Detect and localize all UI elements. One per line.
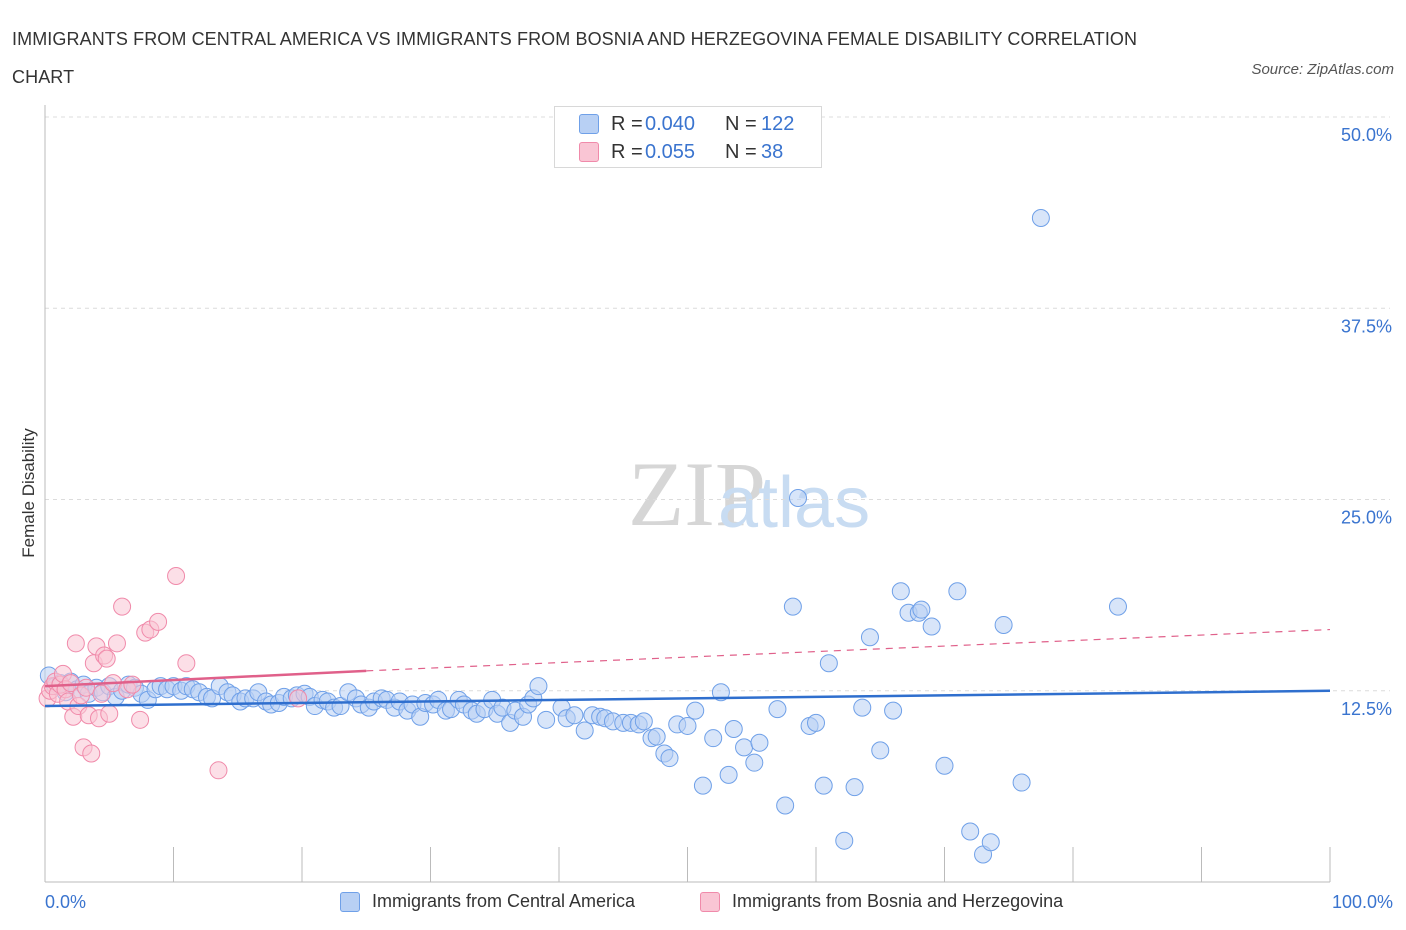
point-central-america <box>835 831 854 850</box>
point-central-america <box>1108 597 1127 616</box>
point-bosnia <box>92 684 111 703</box>
point-central-america <box>860 628 879 647</box>
point-central-america <box>948 582 967 601</box>
data-points <box>38 208 1127 864</box>
point-bosnia <box>82 744 101 763</box>
stats-legend: R = 0.040 N = 122 R = 0.055 N = 38 <box>554 106 822 168</box>
point-bosnia <box>77 678 96 697</box>
point-central-america <box>994 615 1013 634</box>
point-central-america <box>884 701 903 720</box>
point-central-america <box>745 753 764 772</box>
point-central-america <box>750 733 769 752</box>
point-central-america <box>686 701 705 720</box>
legend-r-label: R = <box>611 112 643 135</box>
legend-label-bosnia: Immigrants from Bosnia and Herzegovina <box>732 891 1064 911</box>
point-central-america <box>724 720 743 738</box>
point-bosnia <box>167 567 186 585</box>
point-bosnia <box>123 675 142 694</box>
legend-n-value: 122 <box>761 112 795 135</box>
y-tick-label: 12.5% <box>1341 699 1392 719</box>
point-central-america <box>565 706 584 725</box>
trend-lines <box>44 628 1331 708</box>
point-central-america <box>814 776 833 795</box>
point-central-america <box>660 749 679 768</box>
legend-row-central-america: R = 0.040 N = 122 <box>579 112 794 136</box>
point-central-america <box>735 738 754 757</box>
trend-line-bosnia <box>44 669 367 688</box>
point-central-america <box>776 796 795 815</box>
point-bosnia <box>100 704 119 723</box>
point-central-america <box>807 713 825 732</box>
point-central-america <box>871 741 890 760</box>
legend-swatch-blue <box>579 114 599 134</box>
point-central-america <box>537 710 556 729</box>
point-central-america <box>1012 773 1031 792</box>
legend-item-central-america[interactable]: Immigrants from Central America <box>340 891 635 912</box>
point-central-america <box>704 729 723 748</box>
trend-line-central-america <box>44 689 1331 708</box>
point-central-america <box>891 582 910 601</box>
point-bosnia <box>209 761 228 780</box>
legend-r-label: R = <box>611 140 643 163</box>
point-central-america <box>789 488 808 507</box>
x-tick-label: 100.0% <box>1332 892 1393 912</box>
gridlines <box>45 116 1390 692</box>
legend-swatch-pink <box>579 142 599 162</box>
point-central-america <box>719 765 738 784</box>
point-central-america <box>853 698 872 717</box>
point-central-america <box>1031 208 1050 227</box>
watermark-zip: ZIP <box>628 443 766 545</box>
legend-r-value: 0.055 <box>645 140 696 163</box>
legend-swatch-blue <box>340 891 360 912</box>
y-tick-label: 50.0% <box>1341 125 1392 145</box>
legend-item-bosnia[interactable]: Immigrants from Bosnia and Herzegovina <box>700 891 1063 912</box>
legend-r-value: 0.040 <box>645 112 696 135</box>
point-bosnia <box>66 634 85 653</box>
point-central-america <box>678 716 697 735</box>
legend-row-bosnia: R = 0.055 N = 38 <box>579 140 783 164</box>
point-central-america <box>912 600 931 619</box>
point-central-america <box>845 778 864 797</box>
point-central-america <box>768 700 787 719</box>
point-central-america <box>819 654 838 673</box>
y-tick-label: 37.5% <box>1341 316 1392 336</box>
y-axis-label: Female Disability <box>19 428 38 558</box>
y-tick-label: 25.0% <box>1341 508 1392 528</box>
point-bosnia <box>177 654 196 673</box>
legend-n-label: N = <box>725 112 757 135</box>
point-central-america <box>693 776 712 795</box>
point-bosnia <box>149 612 168 631</box>
point-bosnia <box>131 710 150 729</box>
point-bosnia <box>107 634 126 653</box>
point-central-america <box>922 617 941 636</box>
series-legend: Immigrants from Central America Immigran… <box>0 888 1406 918</box>
legend-label-central-america: Immigrants from Central America <box>372 891 636 911</box>
x-tick-label: 0.0% <box>45 892 86 912</box>
point-central-america <box>647 727 666 746</box>
point-central-america <box>783 597 802 616</box>
trend-line-bosnia-extension <box>366 628 1331 672</box>
chart-title: IMMIGRANTS FROM CENTRAL AMERICA VS IMMIG… <box>12 29 1138 87</box>
source-label: Source: ZipAtlas.com <box>1251 61 1394 78</box>
point-central-america <box>711 683 730 702</box>
legend-n-value: 38 <box>761 140 784 163</box>
point-central-america <box>935 756 954 775</box>
point-central-america <box>961 822 980 841</box>
point-central-america <box>529 677 548 696</box>
point-bosnia <box>97 649 116 668</box>
point-central-america <box>981 833 1000 852</box>
tick-labels: 12.5% 25.0% 37.5% 50.0% 0.0% 100.0% <box>45 125 1393 912</box>
point-bosnia <box>113 597 132 616</box>
point-central-america <box>634 712 653 731</box>
legend-swatch-pink <box>700 891 720 912</box>
legend-n-label: N = <box>725 140 757 163</box>
point-central-america <box>575 721 594 740</box>
axes <box>44 105 1331 883</box>
